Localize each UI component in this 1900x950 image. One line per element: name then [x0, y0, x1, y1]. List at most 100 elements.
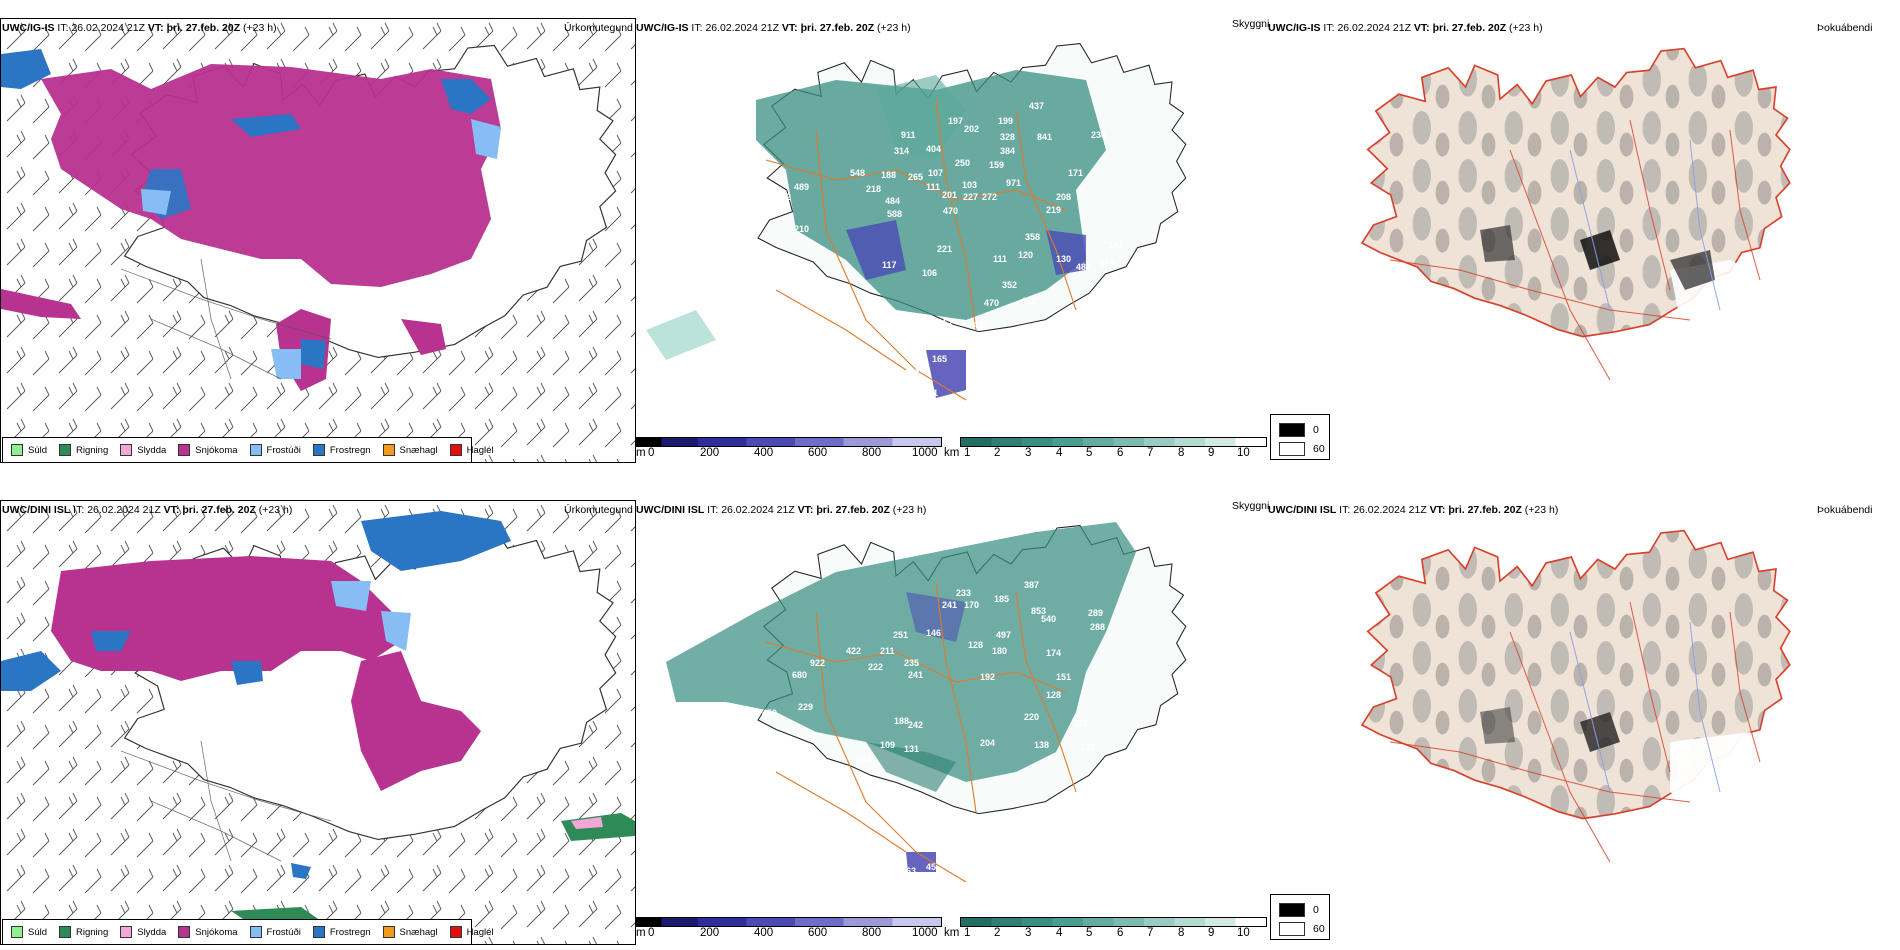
panel-title-2c: UWC/DINI ISL IT: 26.02.2024 21Z VT: þri.…	[1268, 504, 1559, 516]
tick-label: 1	[964, 927, 971, 939]
legend-item: Frostregn	[312, 926, 371, 938]
legend-item: Haglél	[449, 926, 494, 938]
visibility-label: 352	[938, 318, 953, 328]
legend-label: Haglél	[466, 926, 494, 938]
legend-swatch	[449, 444, 462, 456]
visibility-colorbar-2	[960, 917, 1267, 927]
visibility-label: 151	[1056, 672, 1071, 682]
visibility-label: 211	[880, 646, 895, 656]
visibility-label: 202	[964, 124, 979, 134]
legend-item: Snjókoma	[178, 444, 238, 456]
fog-swatch-light	[1279, 922, 1305, 936]
visibility-label: 197	[948, 116, 963, 126]
tick-label: 3	[1025, 927, 1032, 939]
visibility-label: 250	[955, 158, 970, 168]
visibility-label: 328	[1000, 132, 1015, 142]
visibility-colorbar-1	[960, 437, 1267, 447]
visibility-numbers-1: 733 276 911 314 404 197 202 199 437 841 …	[741, 82, 1123, 402]
visibility-label: 219	[1046, 205, 1061, 215]
visibility-label: 358	[1025, 232, 1040, 242]
visibility-label: 233	[956, 588, 971, 598]
fog-legend-label: 60	[1313, 443, 1325, 455]
visibility-label: 548	[850, 168, 865, 178]
visibility-label: 236	[1091, 130, 1106, 140]
legend-swatch	[382, 444, 395, 456]
precip-legend-2: Súld Rigning Slydda Snjókoma Frostúði Fr…	[2, 919, 494, 945]
visibility-label: 289	[1088, 608, 1103, 618]
fog-map-2	[1361, 529, 1791, 863]
tick-label: 6	[1117, 447, 1124, 459]
tick-label: 600	[808, 927, 828, 939]
visibility-label: 128	[968, 640, 983, 650]
visibility-label: 138	[1034, 740, 1049, 750]
tick-label: 3	[1025, 447, 1032, 459]
fog-legend-1: 0 60	[1270, 414, 1330, 460]
visibility-label: 188	[881, 170, 896, 180]
visibility-label: 171	[1068, 168, 1083, 178]
legend-label: Snjókoma	[195, 444, 238, 456]
tick-label: 2	[994, 447, 1001, 459]
visibility-label: 45	[926, 862, 936, 872]
precip-map-2	[1, 501, 635, 944]
legend-swatch	[178, 926, 191, 938]
visibility-label: 497	[996, 630, 1011, 640]
tick-label: 1000	[912, 447, 938, 459]
visibility-label: 272	[982, 192, 997, 202]
visibility-label: 484	[1076, 262, 1091, 272]
legend-swatch	[120, 444, 133, 456]
visibility-label: 165	[932, 354, 947, 364]
visibility-label: 201	[942, 190, 957, 200]
visibility-label: 103	[962, 180, 977, 190]
legend-swatch	[11, 926, 23, 938]
legend-swatch	[120, 926, 133, 938]
tick-label: 0	[648, 927, 655, 939]
fog-title-2: Þokuábendi	[1817, 504, 1873, 516]
precip-panel-2: Súld Rigning Slydda Snjókoma Frostúði Fr…	[0, 500, 636, 945]
tick-label: 200	[700, 447, 720, 459]
visibility-label: 992	[776, 192, 791, 202]
visibility-label: 412	[1021, 296, 1036, 306]
visibility-label: 159	[989, 160, 1004, 170]
visibility-label: 106	[922, 268, 937, 278]
visibility-label: 130	[1056, 254, 1071, 264]
fog-panel-2	[1310, 512, 1900, 922]
visibility-label: 221	[937, 244, 952, 254]
legend-item: Rigning	[59, 926, 108, 938]
visibility-label: 111	[993, 254, 1007, 264]
visibility-label: 208	[1056, 192, 1071, 202]
precip-title-1: Úrkomutegund	[564, 22, 633, 34]
fog-panel-1	[1310, 30, 1900, 440]
panel-title-1b: UWC/IG-IS IT: 26.02.2024 21Z VT: þri. 27…	[636, 22, 911, 34]
visibility-label: 265	[908, 172, 923, 182]
legend-label: Haglél	[466, 444, 494, 456]
visibility-label: 540	[1041, 614, 1056, 624]
legend-item: Snæhagl	[382, 444, 438, 456]
cloudbase-colorbar-1	[636, 437, 942, 447]
fog-legend-label: 0	[1313, 424, 1319, 436]
visibility-label: 63	[906, 346, 916, 356]
visibility-label: 180	[992, 646, 1007, 656]
tick-label: 7	[1147, 927, 1154, 939]
legend-swatch	[59, 444, 72, 456]
visibility-label: 314	[894, 146, 909, 156]
visibility-label: 470	[984, 298, 999, 308]
visibility-label: 922	[810, 658, 825, 668]
visibility-unit: km	[944, 447, 960, 459]
visibility-label: 147	[1108, 240, 1123, 250]
legend-item: Súld	[11, 444, 47, 456]
legend-item: Frostúði	[249, 444, 301, 456]
visibility-label: 680	[792, 670, 807, 680]
visibility-label: 188	[894, 716, 909, 726]
visibility-label: 588	[887, 209, 902, 219]
legend-label: Súld	[28, 444, 48, 456]
legend-swatch	[11, 444, 23, 456]
visibility-label: 109	[880, 740, 895, 750]
legend-label: Frostregn	[329, 444, 371, 456]
tick-label: 8	[1178, 927, 1185, 939]
visibility-panel-1: 733 276 911 314 404 197 202 199 437 841 …	[636, 30, 1270, 440]
cloud-title-2: Skyggni	[1232, 500, 1270, 512]
visibility-label: 218	[866, 184, 881, 194]
visibility-label: 111	[926, 182, 940, 192]
visibility-label: 107	[928, 168, 943, 178]
tick-label: 200	[700, 927, 720, 939]
